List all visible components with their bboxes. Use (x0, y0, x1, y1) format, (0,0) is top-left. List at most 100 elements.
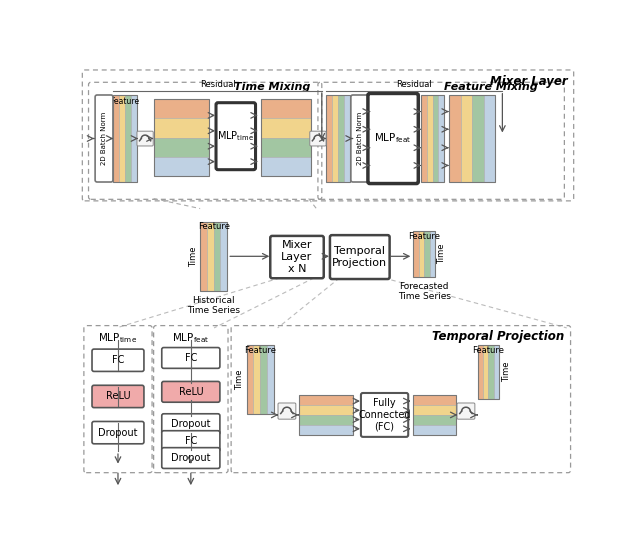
Text: 2D Batch Norm: 2D Batch Norm (356, 112, 363, 165)
FancyBboxPatch shape (260, 118, 311, 138)
FancyBboxPatch shape (368, 94, 419, 183)
FancyBboxPatch shape (330, 235, 390, 279)
Text: $\mathrm{MLP_{time}}$: $\mathrm{MLP_{time}}$ (218, 129, 254, 143)
Text: FC: FC (184, 353, 197, 363)
Text: Forecasted
Time Series: Forecasted Time Series (397, 282, 451, 301)
FancyBboxPatch shape (472, 95, 484, 182)
FancyBboxPatch shape (433, 95, 438, 182)
FancyBboxPatch shape (413, 231, 419, 277)
Text: Feature: Feature (198, 223, 230, 231)
Text: Residual: Residual (397, 80, 432, 89)
Text: Time: Time (103, 129, 112, 148)
FancyBboxPatch shape (413, 395, 456, 405)
FancyBboxPatch shape (427, 95, 433, 182)
FancyBboxPatch shape (298, 415, 353, 425)
Text: ReLU: ReLU (179, 387, 203, 397)
FancyBboxPatch shape (154, 138, 209, 157)
Text: Time: Time (502, 361, 511, 382)
FancyBboxPatch shape (413, 425, 456, 435)
Text: Dropout: Dropout (171, 453, 211, 463)
FancyBboxPatch shape (125, 95, 131, 182)
Text: FC: FC (112, 355, 124, 365)
FancyBboxPatch shape (438, 95, 444, 182)
FancyBboxPatch shape (332, 95, 338, 182)
Text: Time: Time (437, 244, 446, 264)
FancyBboxPatch shape (162, 348, 220, 369)
FancyBboxPatch shape (477, 345, 483, 399)
FancyBboxPatch shape (154, 118, 209, 138)
FancyBboxPatch shape (488, 345, 494, 399)
FancyBboxPatch shape (484, 95, 495, 182)
FancyBboxPatch shape (162, 431, 220, 451)
FancyBboxPatch shape (119, 95, 125, 182)
FancyBboxPatch shape (310, 131, 326, 146)
FancyBboxPatch shape (413, 415, 456, 425)
FancyBboxPatch shape (246, 345, 253, 414)
FancyBboxPatch shape (267, 345, 274, 414)
FancyBboxPatch shape (449, 95, 461, 182)
FancyBboxPatch shape (298, 395, 353, 405)
Text: Feature: Feature (472, 345, 504, 355)
Text: Feature Mixing: Feature Mixing (444, 82, 538, 91)
Text: Residual: Residual (200, 80, 236, 89)
Text: Dropout: Dropout (171, 419, 211, 429)
FancyBboxPatch shape (95, 95, 113, 182)
FancyBboxPatch shape (131, 95, 136, 182)
Text: $\mathrm{MLP_{time}}$: $\mathrm{MLP_{time}}$ (99, 331, 138, 345)
FancyBboxPatch shape (260, 138, 311, 157)
Text: Feature: Feature (408, 231, 440, 241)
FancyBboxPatch shape (260, 99, 311, 118)
FancyBboxPatch shape (483, 345, 488, 399)
FancyBboxPatch shape (278, 403, 296, 419)
FancyBboxPatch shape (260, 345, 267, 414)
FancyBboxPatch shape (92, 385, 144, 408)
Text: Temporal Projection: Temporal Projection (432, 330, 564, 343)
FancyBboxPatch shape (461, 95, 472, 182)
Text: Feature: Feature (244, 345, 276, 355)
FancyBboxPatch shape (326, 95, 332, 182)
FancyBboxPatch shape (413, 405, 456, 415)
FancyBboxPatch shape (429, 231, 435, 277)
FancyBboxPatch shape (162, 414, 220, 435)
Text: Time: Time (236, 369, 244, 390)
FancyBboxPatch shape (207, 222, 214, 291)
FancyBboxPatch shape (494, 345, 499, 399)
FancyBboxPatch shape (344, 95, 349, 182)
FancyBboxPatch shape (137, 131, 153, 146)
Text: Temporal
Projection: Temporal Projection (332, 246, 387, 268)
Text: $\mathrm{MLP_{feat}}$: $\mathrm{MLP_{feat}}$ (172, 331, 209, 345)
Text: 2D Batch Norm: 2D Batch Norm (101, 112, 107, 165)
FancyBboxPatch shape (162, 381, 220, 402)
Text: $\mathrm{MLP_{feat}}$: $\mathrm{MLP_{feat}}$ (374, 132, 412, 145)
Text: Dropout: Dropout (98, 428, 138, 437)
FancyBboxPatch shape (298, 405, 353, 415)
Text: ReLU: ReLU (106, 391, 131, 402)
FancyBboxPatch shape (216, 102, 255, 170)
FancyBboxPatch shape (338, 95, 344, 182)
FancyBboxPatch shape (113, 95, 119, 182)
FancyBboxPatch shape (424, 231, 429, 277)
Text: Historical
Time Series: Historical Time Series (187, 295, 240, 315)
FancyBboxPatch shape (421, 95, 427, 182)
Text: Time Mixing: Time Mixing (234, 82, 310, 91)
Text: Mixer Layer: Mixer Layer (490, 74, 568, 88)
Text: Feature: Feature (110, 97, 140, 106)
FancyBboxPatch shape (92, 422, 144, 444)
FancyBboxPatch shape (457, 403, 475, 419)
FancyBboxPatch shape (351, 95, 369, 182)
FancyBboxPatch shape (162, 447, 220, 468)
FancyBboxPatch shape (92, 349, 144, 371)
Text: Mixer
Layer
x N: Mixer Layer x N (282, 240, 312, 274)
Text: Time: Time (189, 246, 198, 267)
FancyBboxPatch shape (419, 231, 424, 277)
FancyBboxPatch shape (154, 157, 209, 176)
FancyBboxPatch shape (220, 222, 227, 291)
FancyBboxPatch shape (361, 393, 408, 437)
FancyBboxPatch shape (214, 222, 220, 291)
FancyBboxPatch shape (154, 99, 209, 118)
FancyBboxPatch shape (200, 222, 207, 291)
FancyBboxPatch shape (298, 425, 353, 435)
FancyBboxPatch shape (270, 236, 324, 278)
FancyBboxPatch shape (253, 345, 260, 414)
FancyBboxPatch shape (260, 157, 311, 176)
